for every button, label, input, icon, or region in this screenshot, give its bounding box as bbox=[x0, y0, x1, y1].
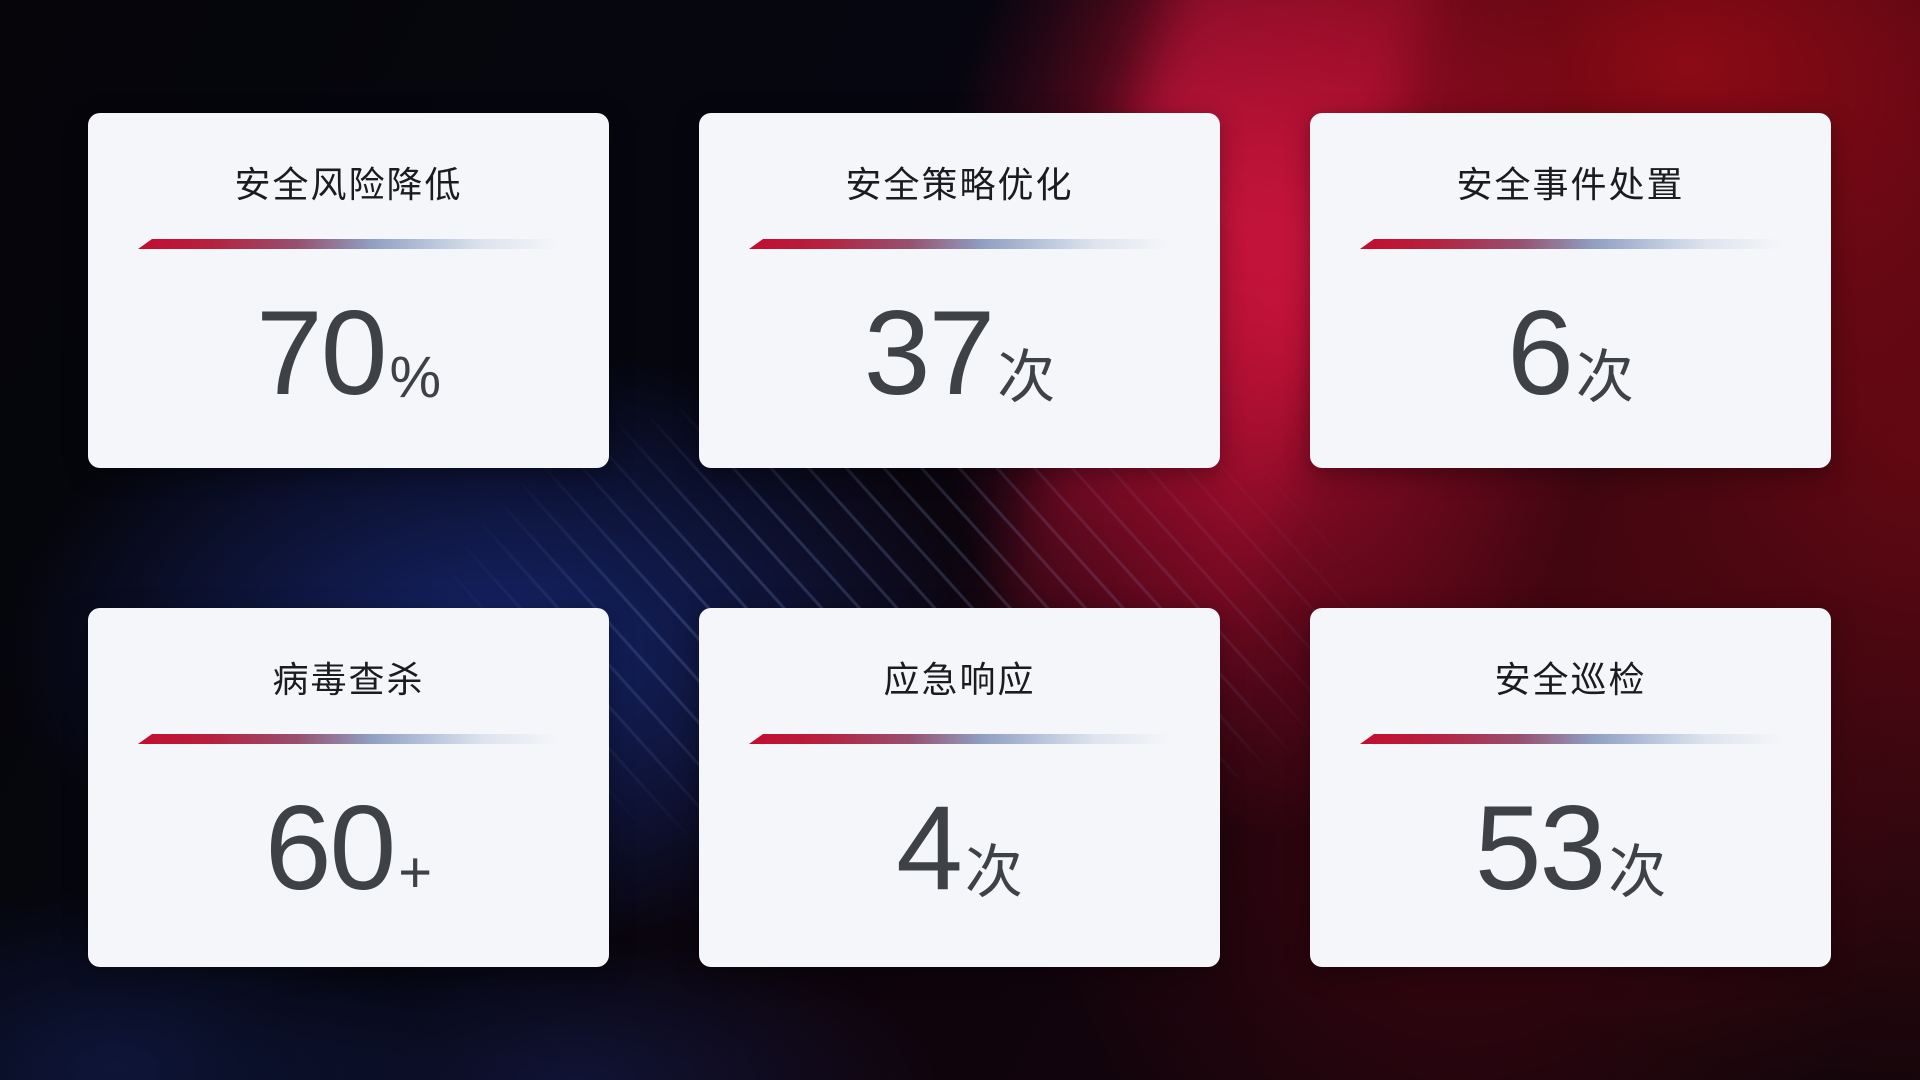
stat-unit: 次 bbox=[1608, 840, 1667, 905]
card-value-row: 70 % bbox=[256, 293, 441, 413]
card-title: 病毒查杀 bbox=[272, 659, 425, 700]
card-title: 安全巡检 bbox=[1494, 659, 1647, 700]
stat-value: 4 bbox=[896, 781, 963, 915]
stat-card-security-patrol: 安全巡检 53 次 bbox=[1310, 608, 1831, 967]
stat-value: 37 bbox=[863, 286, 995, 420]
stat-value: 6 bbox=[1507, 286, 1574, 420]
stat-card-virus-scan: 病毒查杀 60 + bbox=[88, 608, 609, 967]
stat-unit: 次 bbox=[997, 345, 1056, 410]
stat-card-emergency-response: 应急响应 4 次 bbox=[699, 608, 1220, 967]
stat-unit: 次 bbox=[1575, 345, 1634, 410]
card-value-row: 60 + bbox=[265, 788, 432, 908]
card-divider bbox=[749, 734, 1170, 744]
stat-unit: 次 bbox=[964, 840, 1023, 905]
stat-card-incident-handling: 安全事件处置 6 次 bbox=[1310, 113, 1831, 468]
card-divider bbox=[1360, 734, 1781, 744]
card-divider bbox=[138, 239, 559, 249]
card-title: 应急响应 bbox=[883, 659, 1036, 700]
stat-card-risk-reduction: 安全风险降低 70 % bbox=[88, 113, 609, 468]
card-title: 安全事件处置 bbox=[1456, 164, 1685, 205]
card-value-row: 4 次 bbox=[896, 788, 1023, 908]
stat-value: 70 bbox=[255, 286, 387, 420]
card-divider bbox=[749, 239, 1170, 249]
stat-value: 53 bbox=[1474, 781, 1606, 915]
stat-card-grid: 安全风险降低 70 % 安全策略优化 37 次 安全事件处置 6 次 病毒查杀 … bbox=[88, 113, 1831, 967]
card-divider bbox=[1360, 239, 1781, 249]
card-divider bbox=[138, 734, 559, 744]
card-title: 安全策略优化 bbox=[845, 164, 1074, 205]
stat-unit: % bbox=[389, 345, 442, 410]
card-value-row: 6 次 bbox=[1507, 293, 1634, 413]
stat-card-policy-optimization: 安全策略优化 37 次 bbox=[699, 113, 1220, 468]
stat-unit: + bbox=[398, 840, 433, 905]
card-value-row: 37 次 bbox=[864, 293, 1056, 413]
card-value-row: 53 次 bbox=[1475, 788, 1667, 908]
card-title: 安全风险降低 bbox=[234, 164, 463, 205]
stat-value: 60 bbox=[264, 781, 396, 915]
